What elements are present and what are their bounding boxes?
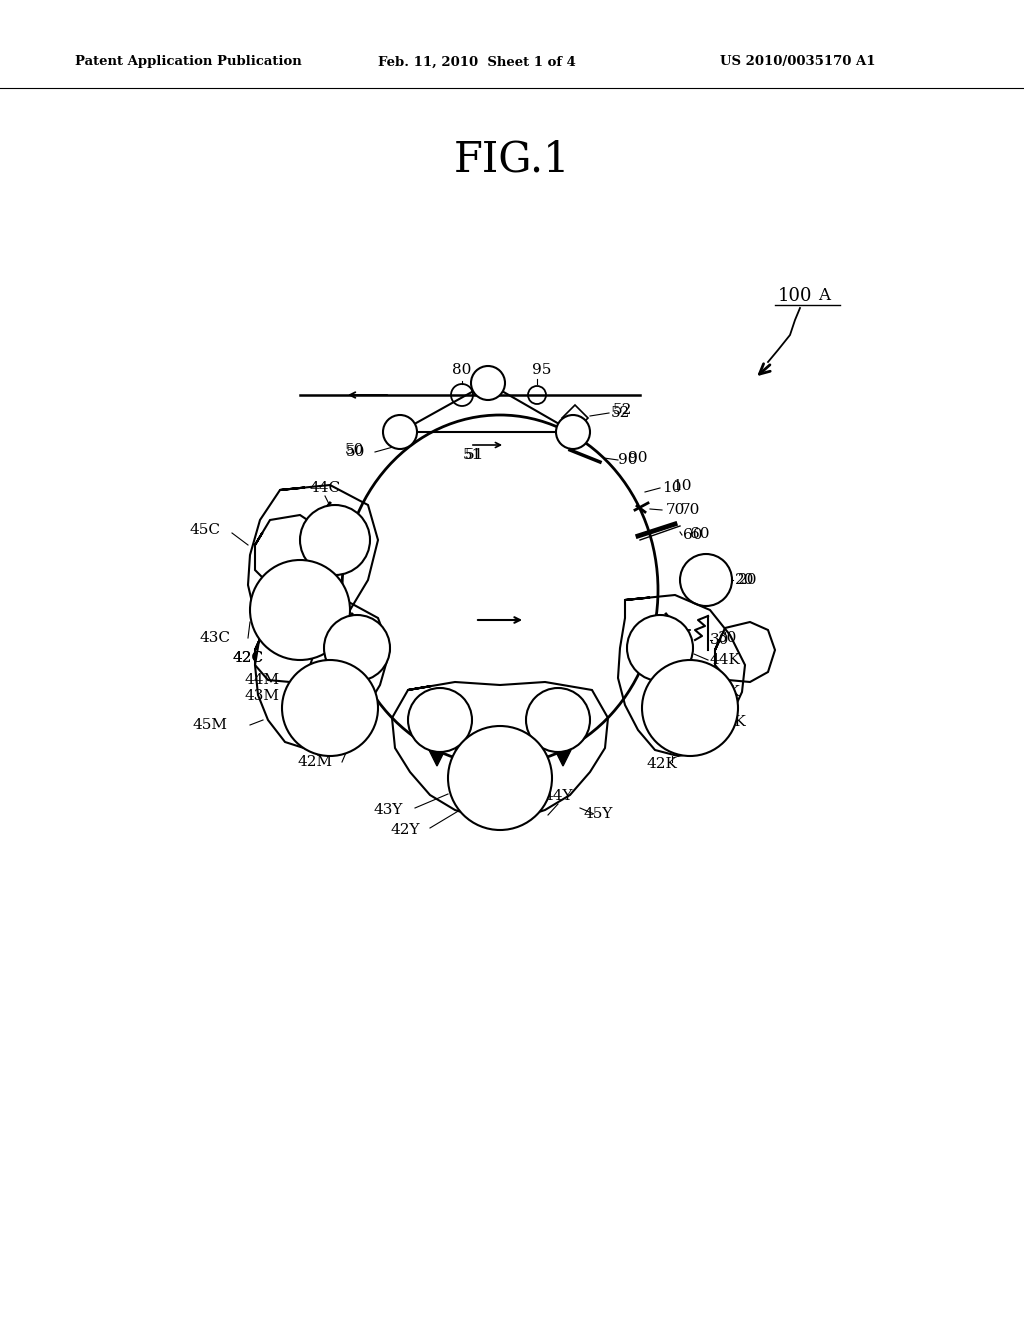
Text: 90: 90 — [629, 451, 648, 465]
Polygon shape — [429, 750, 445, 766]
Circle shape — [627, 615, 693, 681]
Polygon shape — [690, 723, 706, 741]
Text: 42C: 42C — [232, 651, 263, 665]
Text: 10: 10 — [672, 479, 692, 492]
Text: 45M: 45M — [193, 718, 227, 733]
Circle shape — [451, 384, 473, 407]
Circle shape — [471, 366, 505, 400]
Text: Patent Application Publication: Patent Application Publication — [75, 55, 302, 69]
Text: 44K: 44K — [710, 653, 741, 667]
Circle shape — [383, 414, 417, 449]
Text: 44C: 44C — [309, 480, 341, 495]
Text: 50: 50 — [345, 445, 365, 459]
Text: 43C: 43C — [200, 631, 230, 645]
Text: 42Y: 42Y — [390, 822, 420, 837]
Polygon shape — [312, 722, 328, 738]
Text: 43Y: 43Y — [374, 803, 402, 817]
Text: 44Y: 44Y — [544, 789, 572, 803]
Text: 90: 90 — [618, 453, 638, 467]
Text: 80: 80 — [453, 363, 472, 378]
Text: 50: 50 — [344, 444, 364, 457]
Text: US 2010/0035170 A1: US 2010/0035170 A1 — [720, 55, 876, 69]
Text: 20: 20 — [735, 573, 755, 587]
Text: 100: 100 — [778, 286, 812, 305]
Circle shape — [250, 560, 350, 660]
Text: 20: 20 — [738, 573, 758, 587]
Text: A: A — [818, 288, 830, 305]
Polygon shape — [555, 750, 571, 766]
Text: 70: 70 — [666, 503, 685, 517]
Text: 30: 30 — [711, 634, 730, 647]
Circle shape — [526, 688, 590, 752]
Text: 45C: 45C — [189, 523, 220, 537]
Text: 95: 95 — [532, 363, 552, 378]
Text: 60: 60 — [683, 528, 702, 543]
Text: 70: 70 — [680, 503, 699, 517]
Text: 43M: 43M — [245, 689, 280, 704]
Ellipse shape — [342, 414, 658, 766]
Circle shape — [324, 615, 390, 681]
Text: 45Y: 45Y — [584, 807, 612, 821]
Circle shape — [449, 726, 552, 830]
Circle shape — [300, 506, 370, 576]
Text: 30: 30 — [718, 631, 737, 645]
Circle shape — [680, 554, 732, 606]
Circle shape — [282, 660, 378, 756]
Circle shape — [528, 385, 546, 404]
Text: 60: 60 — [690, 527, 710, 541]
Text: 51: 51 — [464, 447, 483, 462]
Text: 45K: 45K — [716, 715, 746, 729]
Text: 42M: 42M — [297, 755, 333, 770]
Text: FIG.1: FIG.1 — [454, 139, 570, 181]
Text: 52: 52 — [612, 403, 632, 417]
Circle shape — [408, 688, 472, 752]
Text: 44M: 44M — [245, 673, 280, 686]
Text: 42C: 42C — [232, 651, 263, 665]
Circle shape — [556, 414, 590, 449]
Text: 52: 52 — [610, 407, 630, 420]
Text: Feb. 11, 2010  Sheet 1 of 4: Feb. 11, 2010 Sheet 1 of 4 — [378, 55, 575, 69]
Text: 51: 51 — [462, 447, 481, 462]
Polygon shape — [300, 568, 316, 583]
Text: 10: 10 — [663, 480, 682, 495]
Circle shape — [642, 660, 738, 756]
Text: 42K: 42K — [646, 756, 678, 771]
Text: 43K: 43K — [710, 685, 740, 700]
